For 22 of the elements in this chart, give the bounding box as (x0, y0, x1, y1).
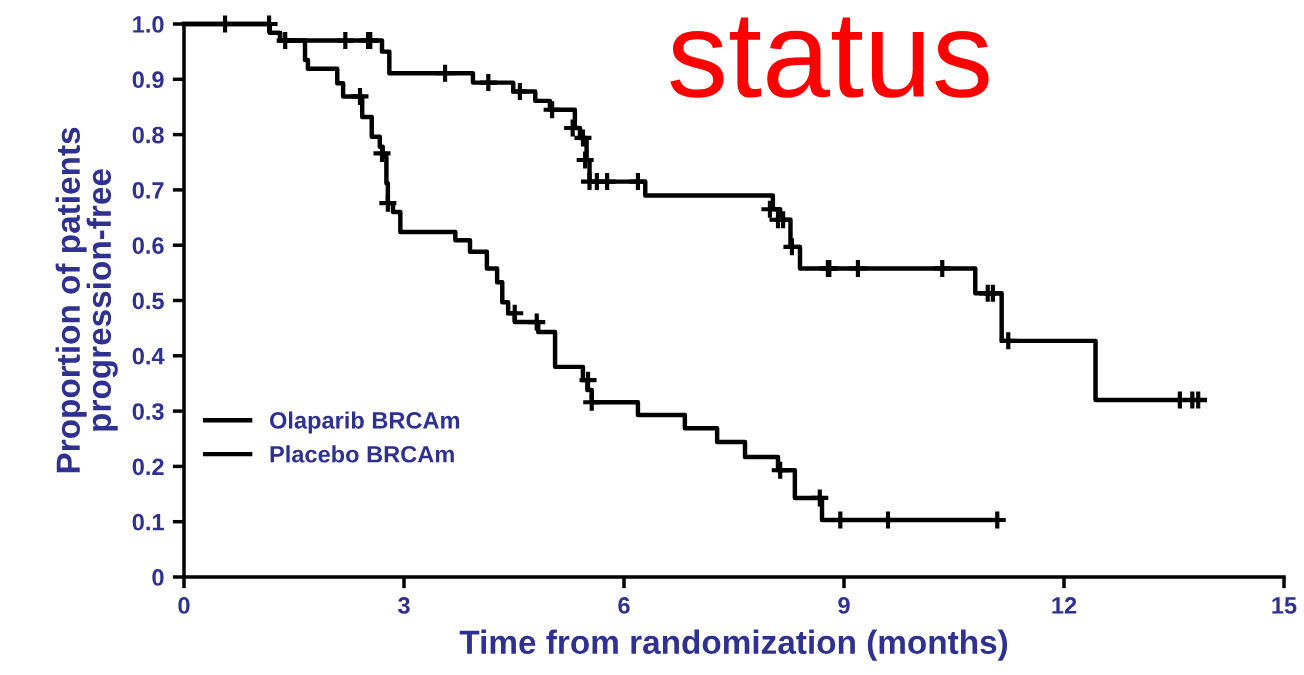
annotation: status (670, 17, 989, 98)
y-tick-label: 0.6 (132, 237, 164, 254)
x-tick-label: 9 (838, 597, 850, 614)
y-tick-label: 0.8 (132, 126, 164, 144)
y-tick-label: 0.9 (132, 71, 164, 89)
y-tick-label: 0.7 (132, 181, 164, 199)
y-tick-label: 0.2 (132, 458, 164, 476)
y-axis-title: Proportion of patients progression-free (55, 127, 118, 473)
y-tick-label: 0 (152, 569, 164, 586)
x-tick-label: 0 (178, 597, 190, 614)
y-tick-label: 0.4 (132, 347, 165, 365)
y-tick-label: 0.1 (132, 513, 164, 531)
x-tick-label: 15 (1272, 597, 1297, 614)
y-tick-label: 0.3 (132, 403, 164, 420)
y-tick-label: 1.0 (133, 16, 164, 33)
legend-label: Placebo BRCAm (270, 445, 454, 463)
x-tick-label: 12 (1052, 597, 1077, 614)
x-axis-title: Time from randomization (months) (459, 629, 1008, 661)
x-tick-label: 6 (618, 597, 630, 614)
x-tick-label: 3 (397, 597, 410, 614)
legend-label: Olaparib BRCAm (269, 411, 460, 434)
y-tick-label: 0.5 (132, 292, 164, 310)
